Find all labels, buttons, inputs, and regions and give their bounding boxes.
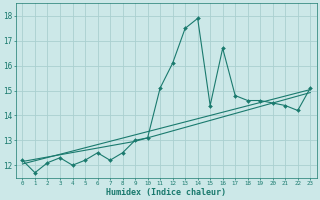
X-axis label: Humidex (Indice chaleur): Humidex (Indice chaleur) bbox=[106, 188, 226, 197]
